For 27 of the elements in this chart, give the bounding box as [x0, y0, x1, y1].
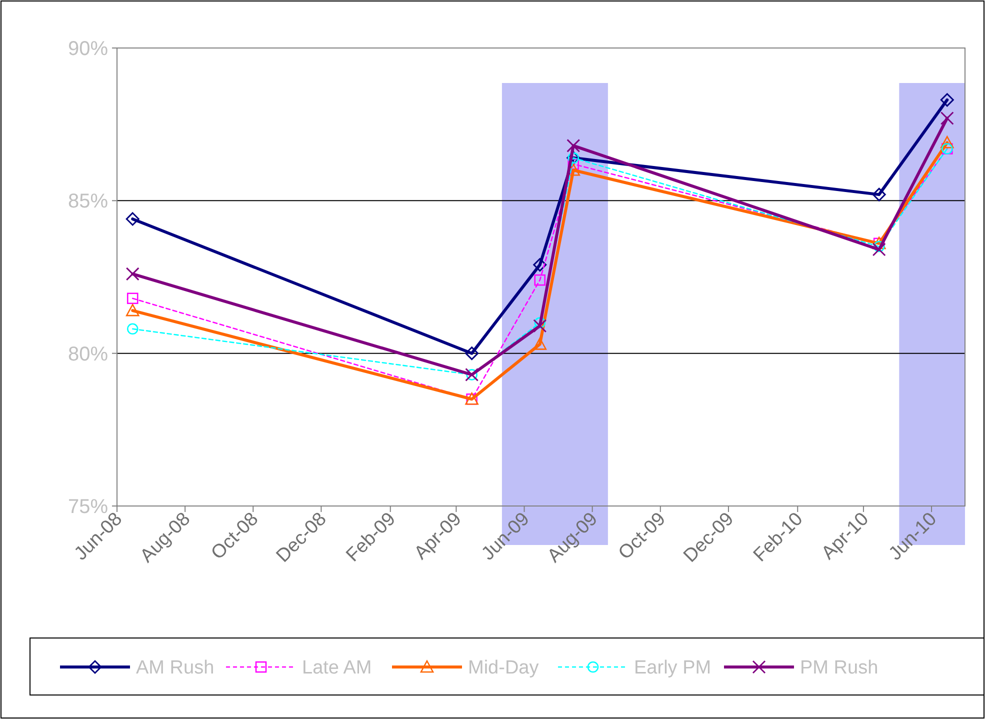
point [872, 242, 886, 256]
point [126, 212, 140, 226]
point [534, 317, 546, 328]
legend-label: Late AM [302, 658, 372, 679]
point [940, 93, 954, 107]
point [872, 188, 886, 202]
point [533, 258, 547, 272]
y-tick-label: 80% [68, 343, 108, 366]
point [566, 138, 580, 152]
legend-label: Mid-Day [468, 658, 540, 679]
point [465, 346, 479, 360]
point [533, 319, 547, 333]
legend-label: AM Rush [136, 658, 214, 679]
point [126, 267, 140, 281]
point [126, 323, 138, 335]
legend-label: PM Rush [800, 658, 878, 679]
point [534, 274, 546, 286]
point [940, 111, 954, 125]
y-tick-label: 90% [68, 38, 108, 60]
point [126, 292, 138, 304]
legend-label: Early PM [634, 658, 712, 679]
point [940, 136, 954, 148]
y-tick-label: 75% [68, 496, 108, 518]
y-tick-label: 85% [68, 190, 108, 213]
point [873, 240, 885, 252]
point [533, 338, 547, 350]
point [126, 304, 140, 316]
